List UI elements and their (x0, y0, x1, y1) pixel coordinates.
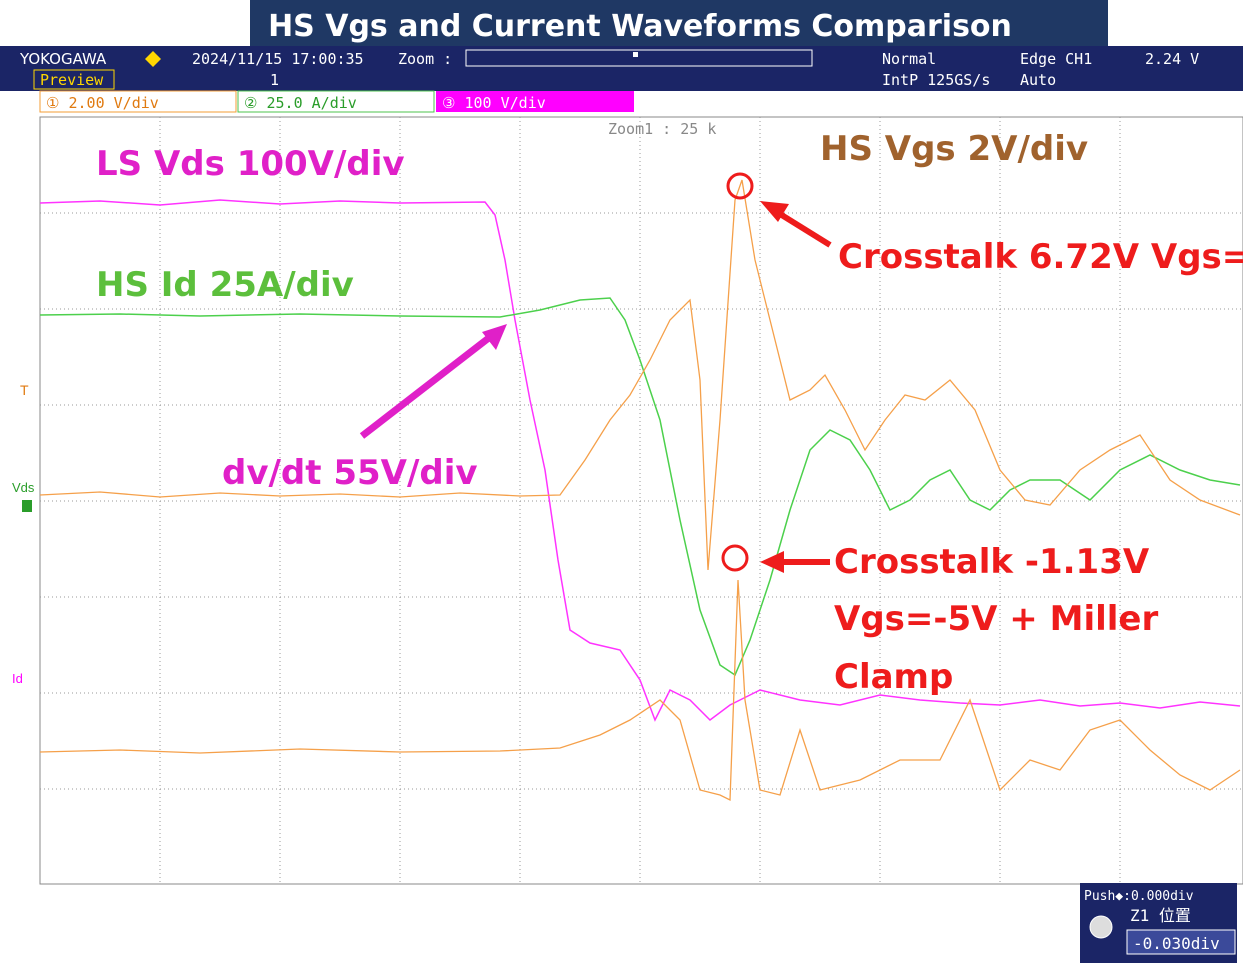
crosstalk-low: Crosstalk -1.13V (834, 542, 1150, 582)
ch-marker (22, 500, 32, 512)
timestamp: 2024/11/15 17:00:35 (192, 50, 364, 68)
crosstalk-high: Crosstalk 6.72V Vgs= (838, 237, 1243, 277)
position-label: Z1 位置 (1130, 906, 1191, 925)
zoom-ratio: Zoom1 : 25 k (608, 120, 716, 138)
mode: Normal (882, 50, 936, 68)
knob (1090, 916, 1112, 938)
marker: 1 (270, 71, 279, 89)
push-label: Push◆:0.000div (1084, 889, 1194, 904)
ch3-label: ③ 100 V/div (442, 94, 546, 112)
zoom-label: Zoom : (398, 50, 452, 68)
trigger-mode: Auto (1020, 71, 1056, 89)
position-value[interactable]: -0.030div (1133, 934, 1220, 953)
zoom-marker (633, 52, 638, 57)
trigger-marker: T (20, 382, 29, 398)
side-label: Id (12, 671, 23, 686)
brand: YOKOGAWA (19, 50, 107, 68)
clamp-line1: Vgs=-5V + Miller (834, 599, 1158, 639)
dvdt-label: dv/dt 55V/div (222, 453, 478, 493)
sample-rate: IntP 125GS/s (882, 71, 990, 89)
side-label: Vds (12, 480, 35, 495)
clamp-line2: Clamp (834, 657, 953, 697)
hs-vgs-label: HS Vgs 2V/div (820, 129, 1088, 169)
title: HS Vgs and Current Waveforms Comparison (268, 9, 1012, 44)
ch2-label: ② 25.0 A/div (244, 94, 357, 112)
scope-screenshot: HS Vgs and Current Waveforms Comparison … (0, 0, 1243, 966)
trigger-level: 2.24 V (1145, 50, 1199, 68)
hs-id-label: HS Id 25A/div (96, 265, 354, 305)
preview: Preview (40, 71, 104, 89)
ls-vds-label: LS Vds 100V/div (96, 144, 405, 184)
ch1-label: ① 2.00 V/div (46, 94, 159, 112)
trigger: Edge CH1 (1020, 50, 1092, 68)
